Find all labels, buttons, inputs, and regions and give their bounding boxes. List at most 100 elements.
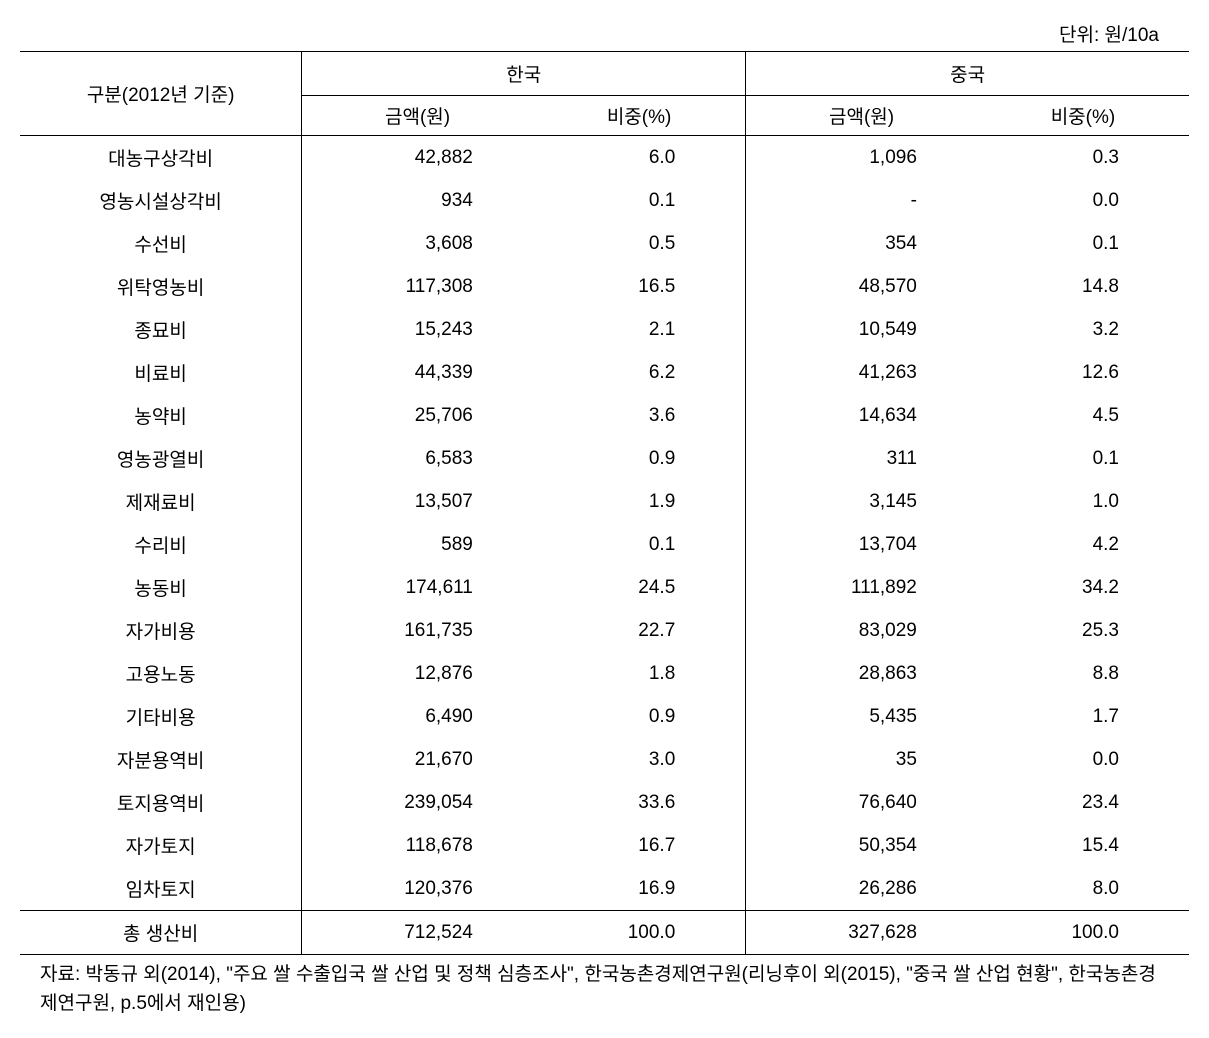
table-row: 자분용역비21,6703.0350.0 <box>20 738 1189 781</box>
row-label: 제재료비 <box>20 480 302 523</box>
cn-amount-cell: 5,435 <box>746 695 977 738</box>
row-label: 비료비 <box>20 351 302 394</box>
row-label: 영농광열비 <box>20 437 302 480</box>
row-label: 대농구상각비 <box>20 136 302 180</box>
cn-percent-cell: 8.0 <box>977 867 1189 911</box>
header-country-china: 중국 <box>746 52 1189 96</box>
cn-amount-cell: 354 <box>746 222 977 265</box>
kr-amount-cell: 21,670 <box>302 738 533 781</box>
row-label: 수리비 <box>20 523 302 566</box>
row-label: 토지용역비 <box>20 781 302 824</box>
row-label: 위탁영농비 <box>20 265 302 308</box>
row-label: 영농시설상각비 <box>20 179 302 222</box>
table-row: 제재료비13,5071.93,1451.0 <box>20 480 1189 523</box>
cn-percent-cell: 3.2 <box>977 308 1189 351</box>
kr-percent-cell: 16.9 <box>533 867 746 911</box>
kr-percent-cell: 3.6 <box>533 394 746 437</box>
kr-percent-cell: 16.5 <box>533 265 746 308</box>
row-label: 자분용역비 <box>20 738 302 781</box>
table-row: 영농시설상각비9340.1-0.0 <box>20 179 1189 222</box>
cn-percent-cell: 8.8 <box>977 652 1189 695</box>
row-label: 자가토지 <box>20 824 302 867</box>
kr-amount-cell: 117,308 <box>302 265 533 308</box>
row-label: 기타비용 <box>20 695 302 738</box>
kr-percent-cell: 6.0 <box>533 136 746 180</box>
kr-amount-cell: 6,583 <box>302 437 533 480</box>
kr-percent-cell: 3.0 <box>533 738 746 781</box>
subheader-kr-amount: 금액(원) <box>302 96 533 136</box>
cn-amount-cell: 83,029 <box>746 609 977 652</box>
cn-percent-cell: 4.5 <box>977 394 1189 437</box>
kr-percent-cell: 0.1 <box>533 179 746 222</box>
cn-percent-cell: 15.4 <box>977 824 1189 867</box>
cn-percent-cell: 14.8 <box>977 265 1189 308</box>
row-label: 농약비 <box>20 394 302 437</box>
kr-percent-cell: 0.9 <box>533 437 746 480</box>
header-country-korea: 한국 <box>302 52 746 96</box>
row-label: 자가비용 <box>20 609 302 652</box>
cn-amount-cell: 50,354 <box>746 824 977 867</box>
table-row: 위탁영농비117,30816.548,57014.8 <box>20 265 1189 308</box>
table-row: 자가토지118,67816.750,35415.4 <box>20 824 1189 867</box>
cn-amount-cell: 1,096 <box>746 136 977 180</box>
total-kr-amount: 712,524 <box>302 911 533 955</box>
cn-amount-cell: 13,704 <box>746 523 977 566</box>
table-row: 토지용역비239,05433.676,64023.4 <box>20 781 1189 824</box>
cn-amount-cell: 26,286 <box>746 867 977 911</box>
kr-amount-cell: 42,882 <box>302 136 533 180</box>
subheader-kr-percent: 비중(%) <box>533 96 746 136</box>
table-row: 농약비25,7063.614,6344.5 <box>20 394 1189 437</box>
cn-amount-cell: 311 <box>746 437 977 480</box>
kr-percent-cell: 33.6 <box>533 781 746 824</box>
cn-percent-cell: 0.3 <box>977 136 1189 180</box>
kr-amount-cell: 589 <box>302 523 533 566</box>
kr-percent-cell: 0.5 <box>533 222 746 265</box>
cn-percent-cell: 0.0 <box>977 179 1189 222</box>
cn-percent-cell: 1.0 <box>977 480 1189 523</box>
table-row: 수선비3,6080.53540.1 <box>20 222 1189 265</box>
kr-percent-cell: 1.8 <box>533 652 746 695</box>
table-row: 자가비용161,73522.783,02925.3 <box>20 609 1189 652</box>
table-row: 임차토지120,37616.926,2868.0 <box>20 867 1189 911</box>
cn-percent-cell: 12.6 <box>977 351 1189 394</box>
row-label: 임차토지 <box>20 867 302 911</box>
unit-label: 단위: 원/10a <box>20 20 1189 47</box>
table-row: 대농구상각비42,8826.01,0960.3 <box>20 136 1189 180</box>
table-row: 수리비5890.113,7044.2 <box>20 523 1189 566</box>
kr-percent-cell: 6.2 <box>533 351 746 394</box>
kr-amount-cell: 12,876 <box>302 652 533 695</box>
total-label: 총 생산비 <box>20 911 302 955</box>
cn-amount-cell: 111,892 <box>746 566 977 609</box>
kr-amount-cell: 120,376 <box>302 867 533 911</box>
row-label: 종묘비 <box>20 308 302 351</box>
total-cn-percent: 100.0 <box>977 911 1189 955</box>
kr-percent-cell: 22.7 <box>533 609 746 652</box>
cn-amount-cell: 48,570 <box>746 265 977 308</box>
table-row: 고용노동12,8761.828,8638.8 <box>20 652 1189 695</box>
kr-percent-cell: 16.7 <box>533 824 746 867</box>
cost-comparison-table: 구분(2012년 기준) 한국 중국 금액(원) 비중(%) 금액(원) 비중(… <box>20 51 1189 955</box>
kr-amount-cell: 934 <box>302 179 533 222</box>
table-row: 농동비174,61124.5111,89234.2 <box>20 566 1189 609</box>
kr-percent-cell: 0.1 <box>533 523 746 566</box>
subheader-cn-amount: 금액(원) <box>746 96 977 136</box>
total-kr-percent: 100.0 <box>533 911 746 955</box>
cn-amount-cell: 14,634 <box>746 394 977 437</box>
kr-percent-cell: 2.1 <box>533 308 746 351</box>
cn-amount-cell: 10,549 <box>746 308 977 351</box>
table-row: 종묘비15,2432.110,5493.2 <box>20 308 1189 351</box>
source-note: 자료: 박동규 외(2014), "주요 쌀 수출입국 쌀 산업 및 정책 심층… <box>20 961 1189 1018</box>
total-cn-amount: 327,628 <box>746 911 977 955</box>
row-label: 농동비 <box>20 566 302 609</box>
table-row: 영농광열비6,5830.93110.1 <box>20 437 1189 480</box>
cn-percent-cell: 23.4 <box>977 781 1189 824</box>
row-label: 수선비 <box>20 222 302 265</box>
cn-percent-cell: 0.1 <box>977 437 1189 480</box>
row-label: 고용노동 <box>20 652 302 695</box>
kr-amount-cell: 239,054 <box>302 781 533 824</box>
cn-percent-cell: 34.2 <box>977 566 1189 609</box>
table-total-row: 총 생산비712,524100.0327,628100.0 <box>20 911 1189 955</box>
table-container: 단위: 원/10a 구분(2012년 기준) 한국 중국 금액(원) 비중(%)… <box>20 20 1189 1018</box>
kr-percent-cell: 1.9 <box>533 480 746 523</box>
kr-amount-cell: 3,608 <box>302 222 533 265</box>
